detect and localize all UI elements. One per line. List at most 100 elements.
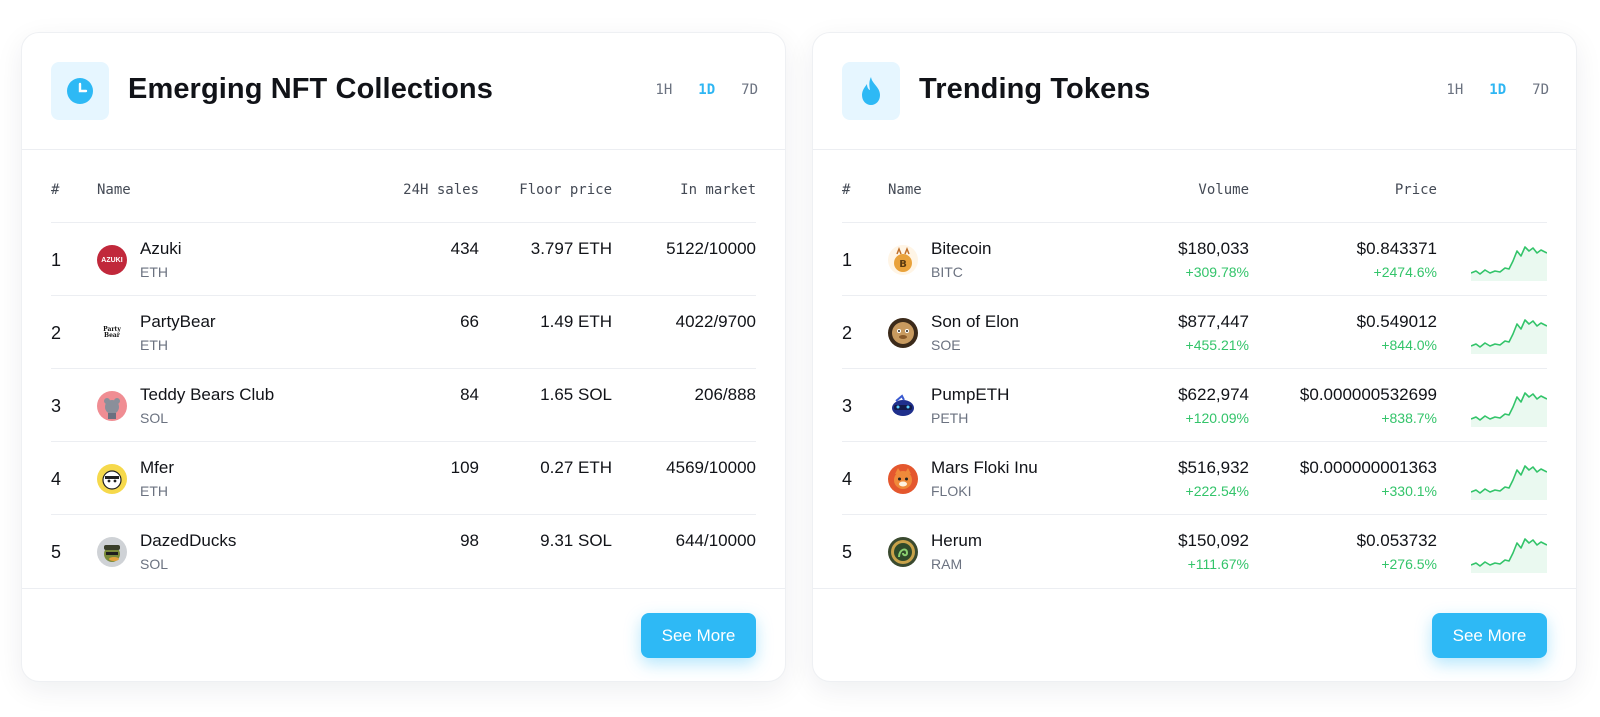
column-in-market[interactable]: In market [680, 182, 756, 198]
tokens-see-more-button[interactable]: See More [1432, 613, 1547, 658]
nft-range-7d[interactable]: 7D [741, 82, 758, 98]
bitecoin-avatar: B [888, 245, 918, 275]
collection-name[interactable]: PartyBear [140, 312, 216, 331]
column-name: Name [97, 182, 131, 198]
token-name[interactable]: PumpETH [931, 385, 1010, 404]
tokens-card-title: Trending Tokens [919, 73, 1151, 105]
token-name[interactable]: Herum [931, 531, 983, 550]
token-name[interactable]: Bitecoin [931, 239, 992, 258]
volume-value: $180,033 [1178, 239, 1249, 258]
price-change: +330.1% [1381, 483, 1437, 499]
nft-range-tabs: 1H 1D 7D [655, 82, 758, 98]
sparkline-line [1471, 246, 1547, 275]
partybear-logo-text: Party Bear [103, 326, 121, 339]
floor-price-value: 9.31 SOL [540, 531, 612, 550]
column-price[interactable]: Price [1394, 182, 1437, 198]
row-rank: 1 [842, 250, 853, 270]
azuki-avatar: AZUKI [97, 245, 127, 275]
sparkline-line [1471, 465, 1547, 494]
nft-card-title: Emerging NFT Collections [128, 73, 493, 105]
in-market-value: 4022/9700 [675, 312, 756, 331]
column-24h-sales[interactable]: 24H sales [403, 182, 479, 198]
column-rank: # [842, 182, 851, 198]
collection-chain: SOL [140, 556, 169, 572]
sparkline-area [1471, 247, 1547, 281]
volume-value: $516,932 [1178, 458, 1249, 477]
token-name[interactable]: Son of Elon [931, 312, 1019, 331]
table-row[interactable]: 4 Mars Floki Inu FLOKI $516,932 +222.54%… [842, 442, 1547, 515]
sparkline-chart [1471, 246, 1547, 281]
table-row[interactable]: 5 DazedDucks SOL 98 9.31 SOL 644/10000 [51, 515, 756, 588]
sparkline-chart [1471, 392, 1547, 427]
column-floor-price[interactable]: Floor price [519, 182, 612, 198]
sales-value: 434 [450, 239, 479, 258]
price-change: +838.7% [1381, 410, 1437, 426]
teddy-bears-avatar [97, 391, 127, 421]
tokens-range-1d[interactable]: 1D [1489, 82, 1507, 98]
table-row[interactable]: 3 Teddy Bears Club SOL 84 1.65 SOL 206/8… [51, 369, 756, 442]
pumpeth-avatar [888, 391, 918, 421]
row-rank: 4 [842, 469, 853, 489]
price-change: +844.0% [1381, 337, 1437, 353]
nft-collections-card: Emerging NFT Collections 1H 1D 7D # Name… [21, 32, 786, 682]
collection-name[interactable]: Teddy Bears Club [140, 385, 275, 404]
azuki-logo-text: AZUKI [101, 256, 123, 264]
price-change: +276.5% [1381, 556, 1437, 572]
token-symbol: BITC [931, 264, 963, 280]
volume-change: +120.09% [1185, 410, 1249, 426]
nft-table: # Name 24H sales Floor price In market 1… [51, 150, 756, 588]
table-row[interactable]: 1 B Bitecoin BITC $180,033 +309.78% $0.8… [842, 223, 1547, 296]
row-rank: 3 [51, 396, 62, 416]
price-value: $0.053732 [1356, 531, 1437, 550]
table-row[interactable]: 4 Mfer ETH 109 0.27 ETH 4569/10000 [51, 442, 756, 515]
tokens-range-7d[interactable]: 7D [1532, 82, 1549, 98]
table-row[interactable]: 3 PumpETH PETH $622,974 +120.09% $0.0000… [842, 369, 1547, 442]
flame-icon [842, 62, 900, 120]
token-symbol: PETH [931, 410, 969, 426]
in-market-value: 206/888 [694, 385, 756, 404]
partybear-avatar: Party Bear [97, 318, 127, 348]
in-market-value: 4569/10000 [666, 458, 756, 477]
token-name[interactable]: Mars Floki Inu [931, 458, 1038, 477]
tokens-range-1h[interactable]: 1H [1446, 82, 1464, 98]
token-symbol: FLOKI [931, 483, 972, 499]
collection-chain: SOL [140, 410, 169, 426]
trending-tokens-card: Trending Tokens 1H 1D 7D # Name Volume P… [812, 32, 1577, 682]
price-value: $0.000000001363 [1299, 458, 1437, 477]
nft-see-more-button[interactable]: See More [641, 613, 756, 658]
sparkline-area [1471, 539, 1547, 573]
table-row[interactable]: 2 Son of Elon SOE $877,447 +455.21% $0.5… [842, 296, 1547, 369]
price-change: +2474.6% [1373, 264, 1437, 280]
clock-icon [51, 62, 109, 120]
table-row[interactable]: 2 Party Bear PartyBear ETH 66 1.49 ETH 4… [51, 296, 756, 369]
column-volume[interactable]: Volume [1198, 182, 1249, 198]
floor-price-value: 1.49 ETH [540, 312, 612, 331]
row-rank: 5 [842, 542, 853, 562]
sparkline-area [1471, 393, 1547, 427]
sparkline-line [1471, 319, 1547, 348]
svg-text:B: B [899, 259, 907, 270]
tokens-table-header: # Name Volume Price [842, 150, 1547, 223]
price-value: $0.549012 [1356, 312, 1437, 331]
token-symbol: RAM [931, 556, 963, 572]
sparkline-line [1471, 538, 1547, 567]
sparkline-area [1471, 320, 1547, 354]
sales-value: 66 [460, 312, 479, 331]
nft-card-footer: See More [22, 588, 785, 681]
collection-name[interactable]: Azuki [140, 239, 182, 258]
table-row[interactable]: 5 Herum RAM $150,092 +111.67% $0.053732 … [842, 515, 1547, 588]
nft-range-1h[interactable]: 1H [655, 82, 673, 98]
collection-name[interactable]: DazedDucks [140, 531, 237, 550]
column-name: Name [888, 182, 922, 198]
tokens-card-footer: See More [813, 588, 1576, 681]
collection-name[interactable]: Mfer [140, 458, 174, 477]
tokens-table: # Name Volume Price 1 B Bitecoin BITC $1… [842, 150, 1547, 588]
table-row[interactable]: 1 AZUKI Azuki ETH 434 3.797 ETH 5122/100… [51, 223, 756, 296]
price-value: $0.843371 [1356, 239, 1437, 258]
row-rank: 2 [51, 323, 62, 343]
token-symbol: SOE [931, 337, 961, 353]
nft-range-1d[interactable]: 1D [698, 82, 716, 98]
sparkline-chart [1471, 319, 1547, 354]
volume-change: +455.21% [1185, 337, 1249, 353]
nft-table-header: # Name 24H sales Floor price In market [51, 150, 756, 223]
